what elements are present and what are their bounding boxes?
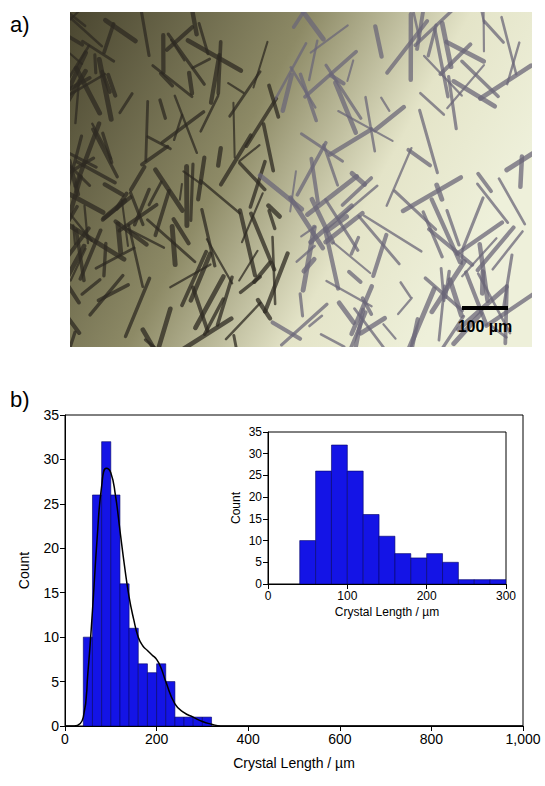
- svg-text:15: 15: [43, 585, 59, 601]
- svg-text:Crystal Length / µm: Crystal Length / µm: [233, 755, 355, 771]
- svg-text:b): b): [10, 387, 30, 412]
- svg-text:25: 25: [249, 468, 263, 482]
- svg-text:30: 30: [43, 451, 59, 467]
- svg-text:20: 20: [249, 490, 263, 504]
- svg-text:10: 10: [43, 629, 59, 645]
- svg-text:0: 0: [265, 589, 272, 603]
- svg-text:Crystal Length / µm: Crystal Length / µm: [335, 605, 439, 619]
- svg-text:100 µm: 100 µm: [458, 318, 513, 335]
- svg-text:Count: Count: [16, 552, 32, 589]
- svg-text:200: 200: [417, 589, 437, 603]
- svg-text:1,000: 1,000: [505, 731, 540, 747]
- svg-text:25: 25: [43, 496, 59, 512]
- svg-text:5: 5: [255, 555, 262, 569]
- svg-text:0: 0: [61, 731, 69, 747]
- svg-text:0: 0: [51, 718, 59, 734]
- svg-text:800: 800: [420, 731, 444, 747]
- svg-text:5: 5: [51, 674, 59, 690]
- svg-text:200: 200: [145, 731, 169, 747]
- svg-text:Count: Count: [229, 491, 243, 524]
- svg-text:a): a): [10, 12, 30, 37]
- svg-text:400: 400: [237, 731, 261, 747]
- svg-text:0: 0: [255, 577, 262, 591]
- svg-text:35: 35: [43, 407, 59, 423]
- svg-text:30: 30: [249, 447, 263, 461]
- svg-text:300: 300: [496, 589, 516, 603]
- svg-text:10: 10: [249, 534, 263, 548]
- svg-text:35: 35: [249, 425, 263, 439]
- svg-text:20: 20: [43, 540, 59, 556]
- svg-text:15: 15: [249, 512, 263, 526]
- svg-text:600: 600: [328, 731, 352, 747]
- svg-text:100: 100: [337, 589, 357, 603]
